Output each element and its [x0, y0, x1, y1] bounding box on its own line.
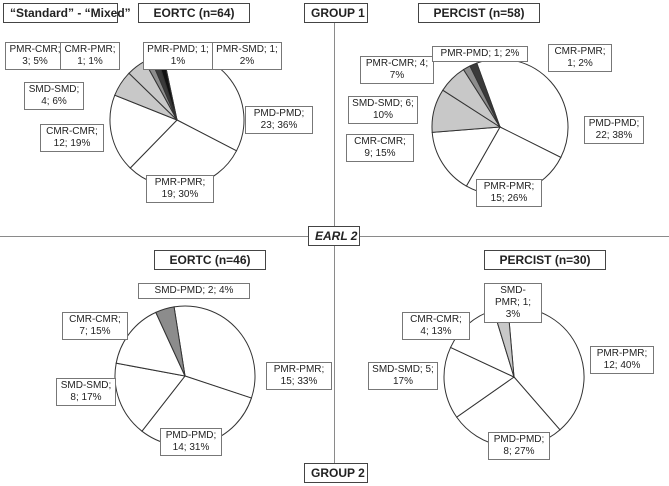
pie-chart-2 [431, 58, 569, 196]
chart3-label-smd-smd: SMD-SMD; 8; 17% [56, 378, 116, 406]
chart1-label-pmd-pmd: PMD-PMD; 23; 36% [245, 106, 313, 134]
chart1-label-cmr-pmr: CMR-PMR; 1; 1% [60, 42, 120, 70]
pie-slice-cmr-pmr [469, 62, 501, 128]
chart2-title: PERCIST (n=58) [418, 3, 540, 23]
earl-label: EARL 2 [308, 226, 360, 246]
pie-chart-1 [109, 52, 245, 188]
group2-label: GROUP 2 [304, 463, 368, 483]
chart1-label-pmr-cmr: PMR-CMR; 3; 5% [5, 42, 65, 70]
chart2-label-cmr-cmr: CMR-CMR; 9; 15% [346, 134, 414, 162]
chart2-label-pmd-pmd: PMD-PMD; 22; 38% [584, 116, 644, 144]
pie-slice-pmr-pmr [173, 305, 256, 399]
group1-label: GROUP 1 [304, 3, 368, 23]
chart2-label-pmr-cmr: PMR-CMR; 4; 7% [360, 56, 434, 84]
chart3-label-smd-pmd: SMD-PMD; 2; 4% [138, 283, 250, 299]
pie-slice-smd-pmd [155, 306, 186, 377]
chart1-label-pmr-pmd: PMR-PMD; 1; 1% [143, 42, 213, 70]
chart1-label-pmr-pmr: PMR-PMR; 19; 30% [146, 175, 214, 203]
legend-title: “Standard” - “Mixed” [3, 3, 131, 23]
chart4-label-pmd-pmd: PMD-PMD; 8; 27% [488, 432, 550, 460]
chart2-label-pmr-pmd: PMR-PMD; 1; 2% [432, 46, 528, 62]
chart3-label-cmr-cmr: CMR-CMR; 7; 15% [62, 312, 128, 340]
chart4-label-smd-pmr: SMD-PMR; 1; 3% [484, 283, 542, 323]
chart3-label-pmd-pmd: PMD-PMD; 14; 31% [160, 428, 222, 456]
chart2-label-pmr-pmr: PMR-PMR; 15; 26% [476, 179, 542, 207]
pie-slice-cmr-cmr [431, 126, 501, 187]
chart4-label-cmr-cmr: CMR-CMR; 4; 13% [402, 312, 470, 340]
chart3-title: EORTC (n=46) [154, 250, 266, 270]
chart1-label-smd-smd: SMD-SMD; 4; 6% [24, 82, 84, 110]
chart1-label-pmr-smd: PMR-SMD; 1; 2% [212, 42, 282, 70]
chart1-title: EORTC (n=64) [138, 3, 250, 23]
pie-chart-3 [114, 305, 256, 447]
chart1-label-cmr-cmr: CMR-CMR; 12; 19% [40, 124, 104, 152]
chart4-title: PERCIST (n=30) [484, 250, 606, 270]
chart2-label-smd-smd: SMD-SMD; 6; 10% [348, 96, 418, 124]
chart2-label-cmr-pmr: CMR-PMR; 1; 2% [548, 44, 612, 72]
pie-slice-smd-smd [114, 362, 186, 432]
pie-slice-cmr-cmr [115, 311, 186, 377]
chart4-label-smd-smd: SMD-SMD; 5; 17% [368, 362, 438, 390]
chart4-label-pmr-pmr: PMR-PMR; 12; 40% [590, 346, 654, 374]
chart3-label-pmr-pmr: PMR-PMR; 15; 33% [266, 362, 332, 390]
pie-slice-smd-smd [443, 346, 515, 418]
